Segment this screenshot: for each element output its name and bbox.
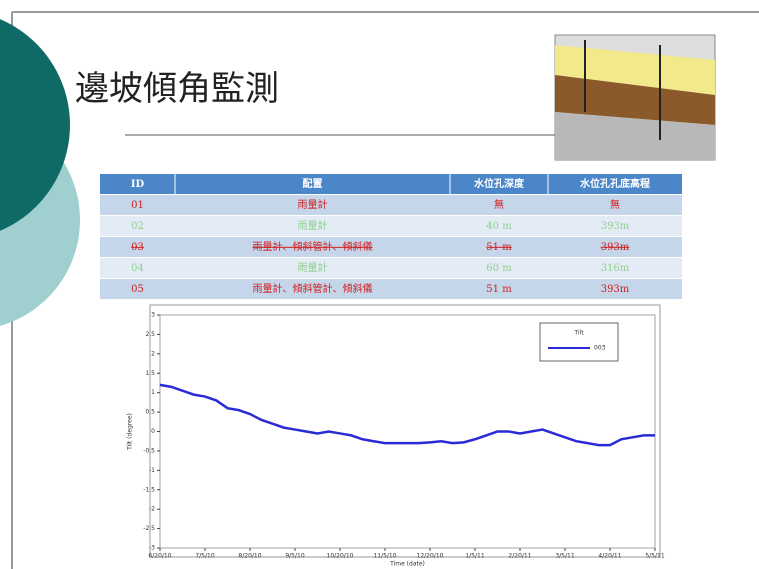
table-cell: 01 [131,200,144,211]
table-cell: 02 [131,221,144,232]
y-tick-label: -3 [149,545,155,552]
table-row [100,258,682,278]
table-cell: 316m [601,263,630,274]
x-tick-label: 9/5/10 [285,553,304,560]
x-tick-label: 3/5/11 [555,553,574,560]
y-tick-label: 0 [151,428,155,435]
x-tick-label: 1/5/11 [465,553,484,560]
y-tick-label: 2.5 [145,331,155,338]
x-tick-label: 5/5/11 [645,553,664,560]
y-tick-label: -1 [149,467,155,474]
y-tick-label: 2 [151,350,155,357]
x-tick-label: 6/20/10 [148,553,171,560]
legend-box [539,322,619,362]
table-row [100,174,682,194]
table-cell: 雨量計 [298,261,328,274]
y-tick-label: 0.5 [145,409,155,416]
table-row [100,279,682,299]
table-row [100,195,682,215]
deco-circle-dark [0,19,70,231]
legend-label: 003 [594,345,606,352]
chart: -3 -2.5 -2 -1.5 -1 -0.5 0 0.5 1 1.5 2 2.5 3 6/20/10 7/… [127,312,665,568]
table-cell: ID [131,179,145,190]
soil-diagram [554,34,716,161]
table-cell: 51 m [486,284,512,295]
table-cell: 393m [601,284,630,295]
table-cell: 無 [610,198,620,211]
x-tick-label: 2/20/11 [508,553,531,560]
x-tick-label: 8/20/10 [238,553,261,560]
y-tick-label: 1.5 [145,370,155,377]
table-cell: 雨量計、傾斜管計、傾斜儀 [253,282,373,295]
table-row [100,237,682,257]
y-axis-label: Tilt (degree) [127,413,134,451]
table-cell: 水位孔孔底高程 [579,177,650,190]
x-tick-label: 10/20/10 [327,553,354,560]
y-tick-label: 1 [151,389,155,396]
slide-title: 邊坡傾角監測 [75,69,279,109]
table: ID 配置 水位孔深度 水位孔孔底高程 01 雨量計 無 無 02 雨量計 40 m 393m 03 雨量… [100,174,682,300]
table-cell: 51 m [486,242,512,253]
x-tick-label: 12/20/10 [417,553,444,560]
table-cell: 無 [494,198,504,211]
table-cell: 03 [131,242,144,253]
x-axis-label: Time (date) [389,561,425,568]
legend-title: Tilt [573,330,584,337]
x-tick-label: 7/5/10 [195,553,214,560]
table-cell: 雨量計、傾斜管計、傾斜儀 [253,240,373,253]
data-line [159,383,655,447]
table-cell: 40 m [486,221,512,232]
table-cell: 393m [601,221,630,232]
y-tick-label: -0.5 [143,447,155,454]
y-tick-label: 3 [151,312,155,319]
table-cell: 04 [131,263,144,274]
y-tick-label: -1.5 [143,486,155,493]
table-cell: 配置 [303,178,323,190]
y-tick-label: -2.5 [143,525,155,532]
table-row [100,216,682,236]
table-cell: 393m [601,242,630,253]
x-tick-label: 11/5/10 [373,553,396,560]
x-tick-label: 4/20/11 [598,553,621,560]
table-cell: 60 m [486,263,512,274]
y-tick-label: -2 [149,506,155,513]
table-cell: 雨量計 [298,198,328,211]
table-cell: 05 [131,284,144,295]
table-cell: 雨量計 [298,219,328,232]
table-cell: 水位孔深度 [473,177,525,190]
